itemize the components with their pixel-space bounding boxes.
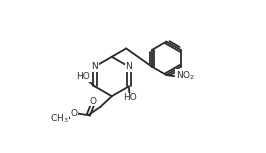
Text: NO$_2$: NO$_2$: [176, 70, 195, 82]
Text: CH$_3$: CH$_3$: [50, 113, 68, 125]
Text: N: N: [91, 62, 98, 71]
Text: HO: HO: [123, 93, 136, 102]
Text: HO: HO: [76, 72, 90, 81]
Text: N: N: [126, 62, 132, 71]
Text: O: O: [90, 97, 97, 106]
Text: O: O: [71, 109, 78, 118]
